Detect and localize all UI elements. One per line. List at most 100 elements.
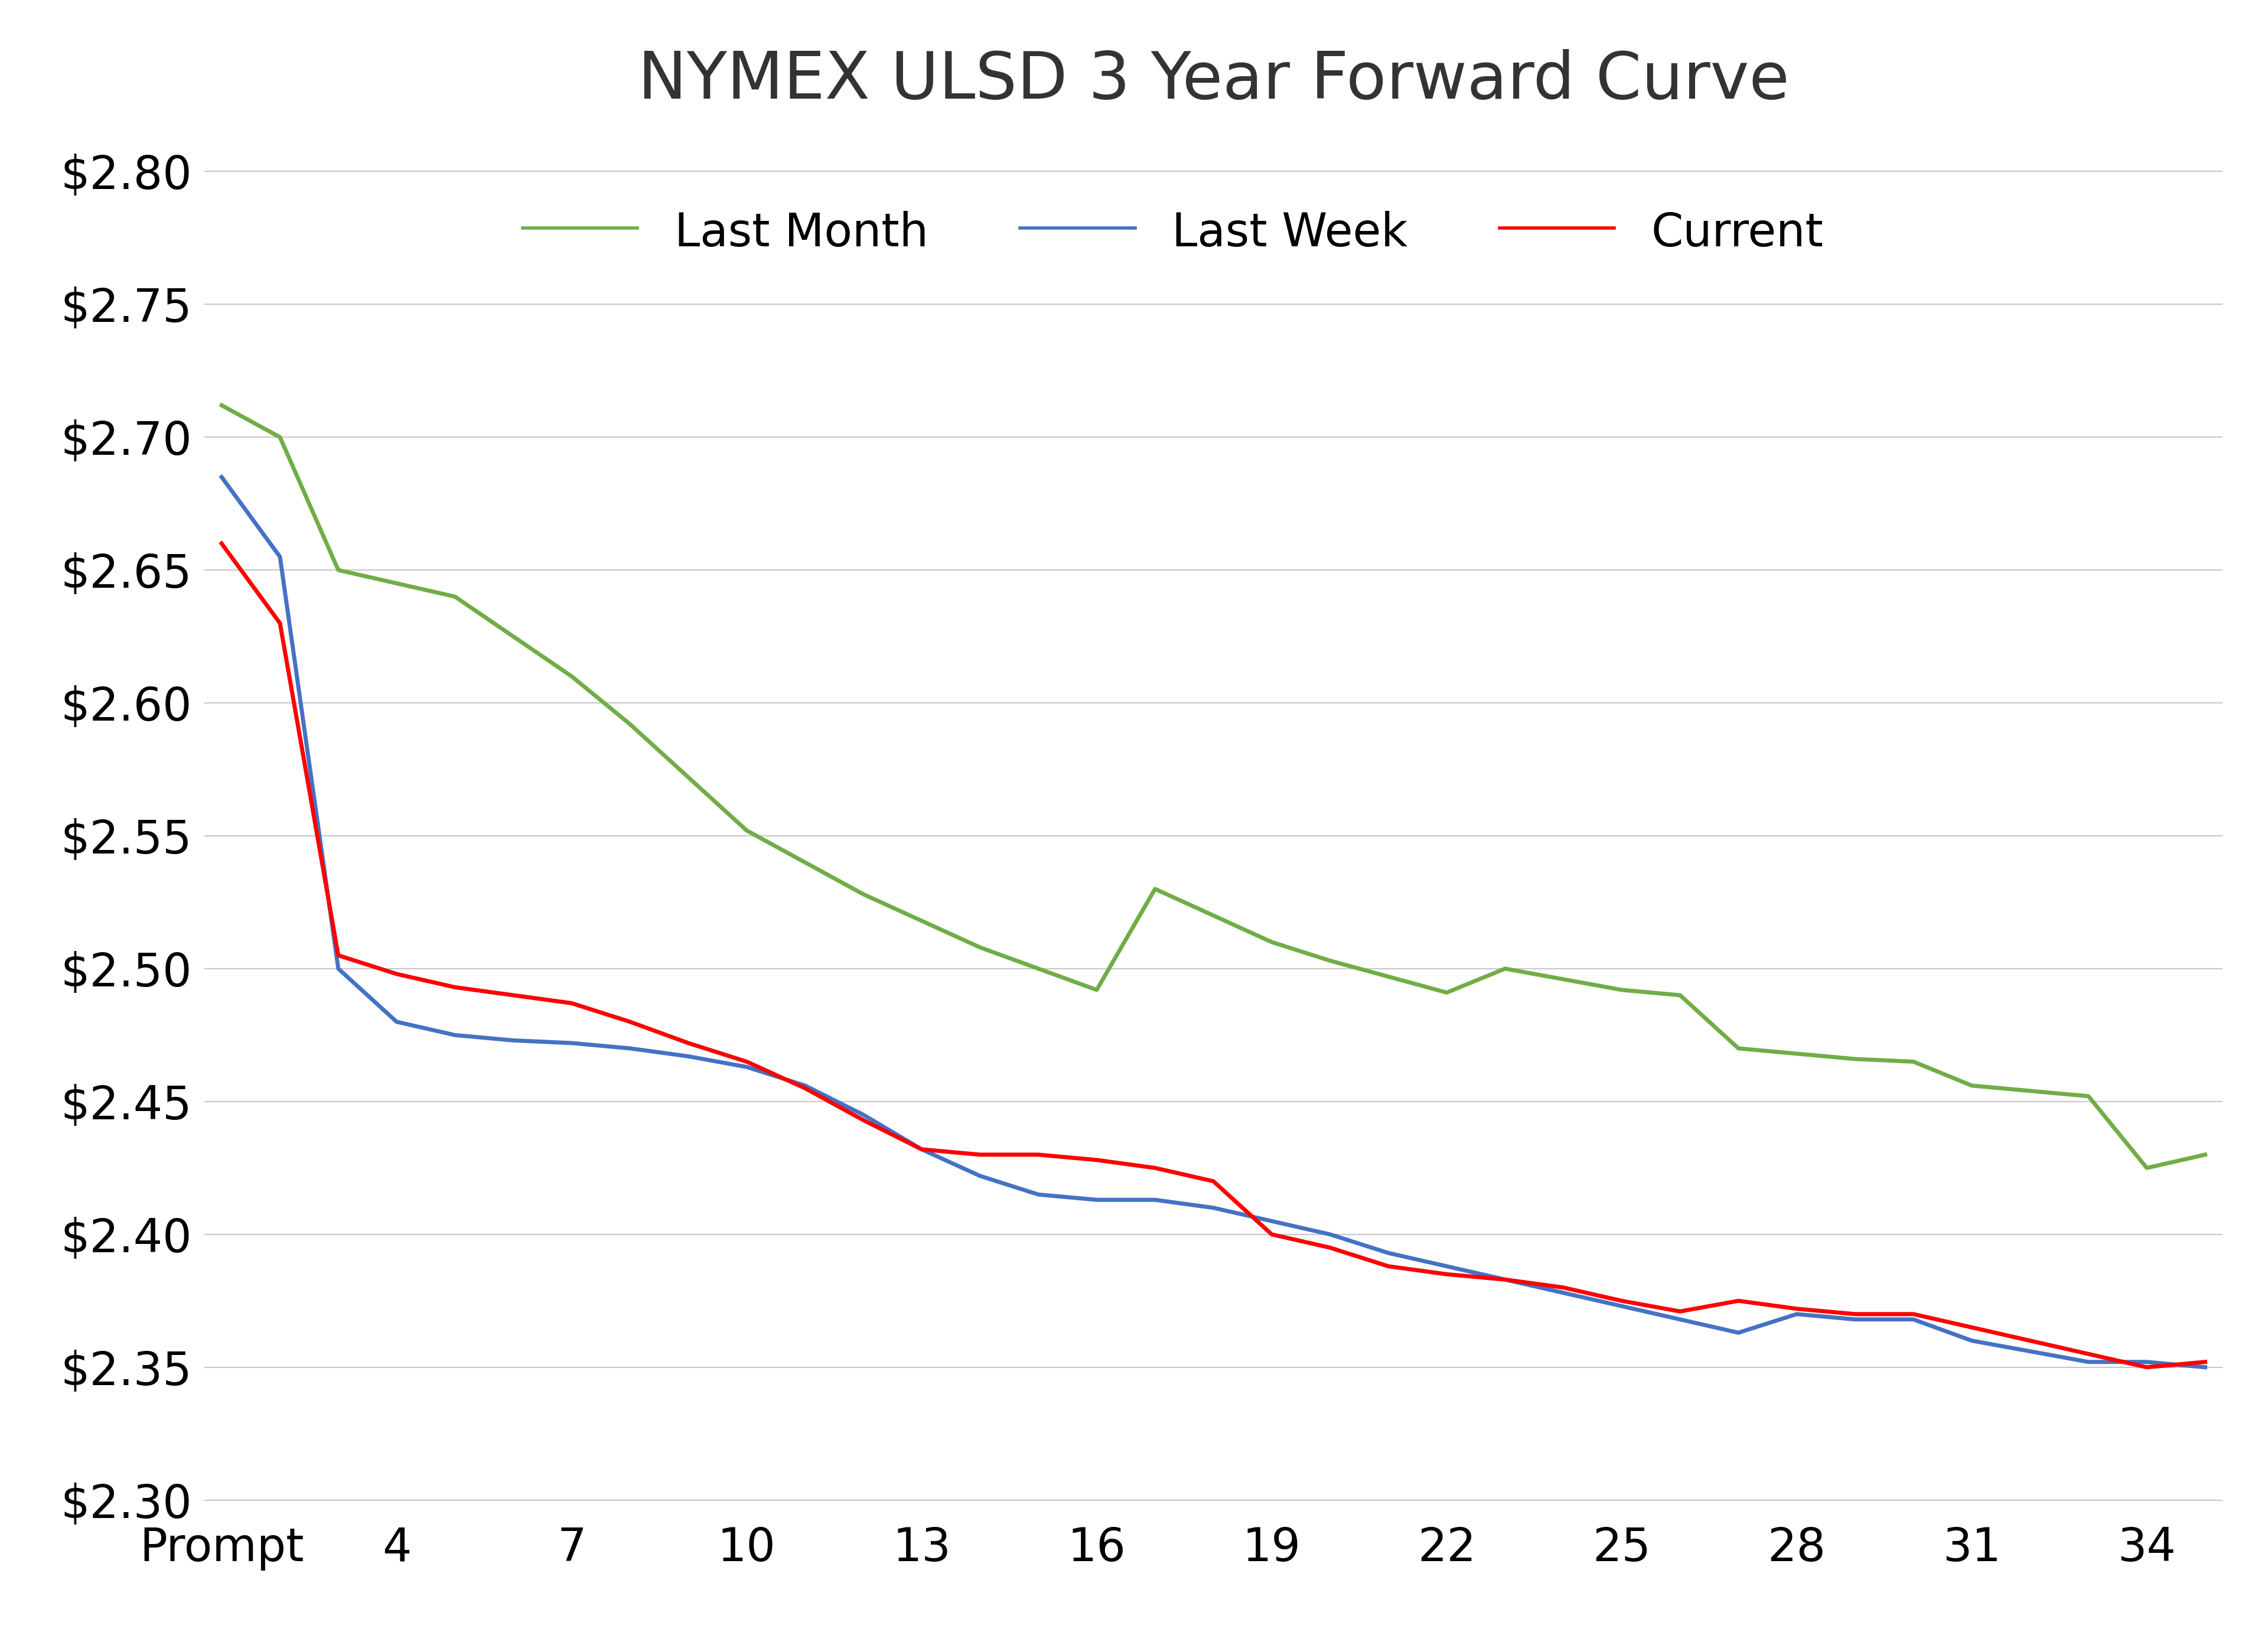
- Last Week: [1084, 1189, 1111, 1209]
- Current: [1025, 1145, 1052, 1165]
- Last Month: [2191, 1145, 2218, 1165]
- Current: [1667, 1301, 1694, 1321]
- Last Month: [383, 574, 411, 594]
- Last Month: [850, 885, 878, 905]
- Last Week: [1608, 1296, 1635, 1316]
- Last Week: [1667, 1309, 1694, 1329]
- Current: [2016, 1331, 2043, 1351]
- Current: [1726, 1291, 1753, 1311]
- Last Month: [1315, 951, 1343, 971]
- Current: [499, 985, 526, 1005]
- Last Week: [907, 1140, 934, 1160]
- Last Week: [1549, 1283, 1576, 1303]
- Current: [1141, 1158, 1168, 1178]
- Last Week: [2134, 1352, 2161, 1372]
- Line: Last Month: Last Month: [222, 405, 2204, 1168]
- Last Week: [1726, 1323, 1753, 1342]
- Last Week: [1259, 1211, 1286, 1230]
- Last Week: [792, 1076, 819, 1096]
- Last Week: [1433, 1257, 1461, 1277]
- Current: [209, 533, 236, 553]
- Legend: Last Month, Last Week, Current: Last Month, Last Week, Current: [522, 211, 1823, 255]
- Current: [733, 1051, 760, 1071]
- Current: [2191, 1352, 2218, 1372]
- Current: [2134, 1357, 2161, 1377]
- Last Month: [558, 666, 585, 686]
- Last Week: [1200, 1198, 1227, 1217]
- Last Week: [2191, 1357, 2218, 1377]
- Last Week: [1141, 1189, 1168, 1209]
- Current: [1315, 1237, 1343, 1257]
- Current: [1608, 1291, 1635, 1311]
- Last Week: [850, 1105, 878, 1125]
- Last Week: [966, 1166, 993, 1186]
- Current: [383, 964, 411, 984]
- Last Month: [1025, 959, 1052, 979]
- Current: [966, 1145, 993, 1165]
- Last Week: [499, 1030, 526, 1050]
- Last Month: [617, 714, 644, 734]
- Last Month: [1957, 1076, 1984, 1096]
- Last Week: [1842, 1309, 1869, 1329]
- Current: [1901, 1304, 1928, 1324]
- Last Week: [209, 467, 236, 487]
- Current: [1084, 1150, 1111, 1170]
- Current: [2075, 1344, 2102, 1364]
- Last Month: [442, 587, 469, 607]
- Last Week: [1025, 1184, 1052, 1204]
- Last Month: [966, 938, 993, 957]
- Last Month: [2134, 1158, 2161, 1178]
- Current: [1842, 1304, 1869, 1324]
- Last Month: [733, 821, 760, 841]
- Current: [792, 1079, 819, 1099]
- Line: Last Week: Last Week: [222, 477, 2204, 1367]
- Current: [850, 1110, 878, 1130]
- Last Week: [1374, 1244, 1402, 1263]
- Current: [324, 946, 352, 966]
- Last Month: [324, 561, 352, 581]
- Last Month: [2075, 1086, 2102, 1105]
- Last Month: [1549, 969, 1576, 989]
- Last Week: [558, 1033, 585, 1053]
- Last Week: [733, 1058, 760, 1077]
- Current: [1433, 1265, 1461, 1285]
- Last Week: [324, 959, 352, 979]
- Current: [1259, 1224, 1286, 1244]
- Current: [1200, 1171, 1227, 1191]
- Last Month: [1084, 980, 1111, 1000]
- Last Week: [265, 546, 293, 566]
- Current: [907, 1140, 934, 1160]
- Last Month: [265, 428, 293, 447]
- Last Week: [1957, 1331, 1984, 1351]
- Current: [442, 977, 469, 997]
- Current: [1549, 1278, 1576, 1298]
- Current: [265, 614, 293, 633]
- Last Month: [1200, 906, 1227, 926]
- Current: [558, 994, 585, 1013]
- Last Month: [1667, 985, 1694, 1005]
- Last Month: [1726, 1038, 1753, 1058]
- Last Week: [1492, 1270, 1520, 1290]
- Line: Current: Current: [222, 543, 2204, 1367]
- Last Week: [2075, 1352, 2102, 1372]
- Last Week: [674, 1046, 701, 1066]
- Last Month: [792, 852, 819, 872]
- Last Month: [1783, 1045, 1810, 1064]
- Last Week: [1315, 1224, 1343, 1244]
- Last Week: [442, 1025, 469, 1045]
- Last Month: [1842, 1050, 1869, 1069]
- Last Month: [674, 768, 701, 788]
- Last Month: [1259, 933, 1286, 952]
- Last Month: [1141, 878, 1168, 898]
- Current: [1374, 1257, 1402, 1277]
- Current: [1783, 1300, 1810, 1319]
- Last Week: [1901, 1309, 1928, 1329]
- Current: [1957, 1318, 1984, 1337]
- Last Week: [2016, 1341, 2043, 1360]
- Last Month: [1901, 1051, 1928, 1071]
- Last Month: [1608, 980, 1635, 1000]
- Current: [1492, 1270, 1520, 1290]
- Current: [617, 1012, 644, 1031]
- Last Month: [2016, 1081, 2043, 1101]
- Title: NYMEX ULSD 3 Year Forward Curve: NYMEX ULSD 3 Year Forward Curve: [637, 49, 1789, 112]
